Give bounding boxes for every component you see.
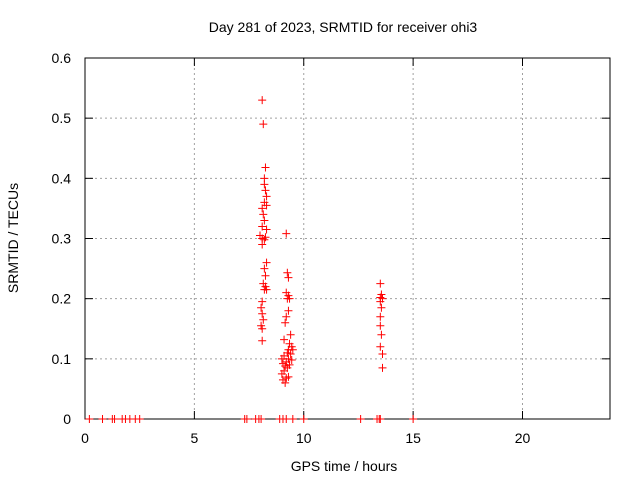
y-tick-label: 0 — [63, 411, 71, 427]
y-axis-label: SRMTID / TECUs — [5, 183, 21, 293]
y-tick-label: 0.1 — [52, 351, 72, 367]
data-point — [376, 321, 385, 330]
data-point — [85, 415, 94, 423]
y-tick-label: 0.2 — [52, 291, 72, 307]
data-point — [258, 336, 267, 345]
data-point — [259, 315, 268, 324]
data-point — [260, 180, 269, 189]
data-point — [280, 335, 289, 344]
data-point — [259, 120, 268, 129]
data-point — [299, 415, 308, 423]
data-point — [258, 324, 267, 333]
tick-labels: 0 0.1 0.2 0.3 0.4 0.5 0.6 0 5 10 15 20 — [52, 50, 531, 446]
data-point — [376, 312, 385, 321]
data-point — [285, 294, 294, 303]
data-point — [356, 415, 365, 423]
data-point — [377, 330, 386, 339]
x-tick-label: 10 — [296, 430, 312, 446]
x-tick-label: 15 — [405, 430, 421, 446]
data-point — [261, 271, 270, 280]
data-point — [262, 201, 271, 210]
data-point — [258, 96, 267, 105]
data-point — [258, 204, 267, 213]
chart-title: Day 281 of 2023, SRMTID for receiver ohi… — [209, 19, 478, 35]
data-point — [281, 318, 290, 327]
data-point — [259, 210, 268, 219]
y-tick-label: 0.5 — [52, 110, 72, 126]
data-point — [260, 216, 269, 225]
x-axis-label: GPS time / hours — [291, 458, 398, 474]
axis-ticks — [84, 57, 610, 420]
data-point — [409, 415, 418, 423]
data-point — [288, 415, 297, 423]
data-point — [282, 229, 291, 238]
data-point — [376, 279, 385, 288]
data-point — [283, 268, 292, 277]
data-point — [110, 415, 119, 423]
data-point — [376, 342, 385, 351]
data-point — [287, 356, 296, 365]
data-point — [257, 415, 266, 423]
data-point — [284, 306, 293, 315]
data-point — [258, 297, 267, 306]
data-point — [258, 222, 267, 231]
data-point — [377, 303, 386, 312]
x-tick-label: 5 — [190, 430, 198, 446]
data-point — [378, 350, 387, 359]
data-point — [262, 285, 271, 294]
data-point — [282, 374, 291, 383]
data-point — [284, 273, 293, 282]
x-tick-label: 0 — [81, 430, 89, 446]
x-tick-label: 20 — [515, 430, 531, 446]
data-point — [277, 369, 286, 378]
data-point — [135, 415, 144, 423]
grid-lines — [85, 58, 610, 419]
data-point — [288, 345, 297, 354]
data-point — [261, 186, 270, 195]
data-point — [258, 309, 267, 318]
data-point — [242, 415, 251, 423]
data-point — [262, 192, 271, 201]
data-point — [260, 264, 269, 273]
data-point — [98, 415, 107, 423]
data-point — [261, 233, 270, 242]
data-point — [257, 303, 266, 312]
data-point — [286, 330, 295, 339]
data-points — [85, 96, 418, 423]
data-point — [281, 378, 290, 387]
data-point — [376, 415, 385, 423]
data-point — [277, 354, 286, 363]
y-tick-label: 0.4 — [52, 170, 72, 186]
data-point — [378, 363, 387, 372]
data-point — [258, 240, 267, 249]
data-point — [262, 258, 271, 267]
data-point — [282, 312, 291, 321]
data-point — [261, 163, 270, 172]
y-tick-label: 0.3 — [52, 231, 72, 247]
data-point — [262, 225, 271, 234]
data-point — [286, 350, 295, 359]
data-point — [376, 297, 385, 306]
y-tick-label: 0.6 — [52, 50, 72, 66]
